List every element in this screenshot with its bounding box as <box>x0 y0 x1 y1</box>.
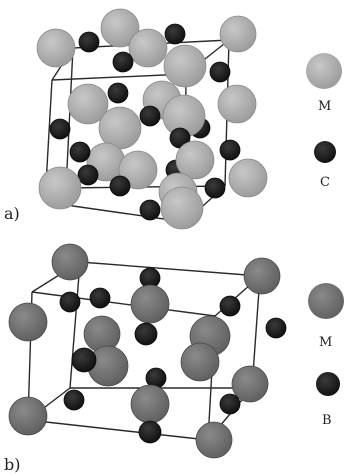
legend-big-atom-marker <box>306 53 342 89</box>
carbon-atom <box>70 142 90 162</box>
legend-big-atom-label: M <box>319 335 332 350</box>
metal-atom <box>39 167 81 209</box>
carbon-atom <box>78 165 98 185</box>
carbon-atom <box>210 62 230 82</box>
panel-b-legend: M B <box>308 283 344 428</box>
panel-a-label: a) <box>4 204 20 223</box>
unit-cell-edge <box>32 292 215 316</box>
carbon-atom <box>205 178 225 198</box>
legend-small-atom-marker <box>316 372 340 396</box>
boron-atom <box>139 421 161 443</box>
metal-atom <box>164 45 206 87</box>
metal-atom <box>220 16 256 52</box>
boron-atom <box>135 323 157 345</box>
metal-atom <box>52 244 88 280</box>
unit-cell-edge <box>66 48 73 188</box>
panel-b-structure: M B b) <box>4 244 344 474</box>
metal-atom <box>129 29 167 67</box>
metal-atom <box>218 85 256 123</box>
panel-a-rocksalt-structure: M C a) <box>4 9 342 229</box>
panel-b-atoms <box>9 244 286 458</box>
metal-atom <box>229 159 267 197</box>
metal-atom <box>9 397 47 435</box>
metal-atom <box>131 385 169 423</box>
carbon-atom <box>140 106 160 126</box>
carbon-atom <box>79 32 99 52</box>
boron-atom <box>72 348 96 372</box>
legend-small-atom-marker <box>314 141 336 163</box>
metal-atom <box>37 29 75 67</box>
metal-atom <box>9 303 47 341</box>
metal-atom <box>161 187 203 229</box>
boron-atom <box>60 292 80 312</box>
carbon-atom <box>140 200 160 220</box>
legend-big-atom-marker <box>308 283 344 319</box>
panel-b-label: b) <box>4 455 20 474</box>
unit-cell-edge <box>80 262 260 276</box>
carbon-atom <box>110 176 130 196</box>
carbon-atom <box>220 140 240 160</box>
unit-cell-edge <box>28 420 208 440</box>
panel-a-atoms <box>37 9 267 229</box>
boron-atom <box>90 288 110 308</box>
carbon-atom <box>113 52 133 72</box>
boron-atom <box>64 390 84 410</box>
metal-atom <box>181 343 219 381</box>
carbon-atom <box>50 119 70 139</box>
carbon-atom <box>165 24 185 44</box>
legend-small-atom-label: C <box>320 175 330 190</box>
boron-atom <box>266 318 286 338</box>
metal-atom <box>131 285 169 323</box>
carbon-atom <box>108 83 128 103</box>
panel-a-legend: M C <box>306 53 342 190</box>
legend-small-atom-label: B <box>322 413 332 428</box>
boron-atom <box>220 394 240 414</box>
metal-atom <box>244 258 280 294</box>
legend-big-atom-label: M <box>318 99 331 114</box>
metal-atom <box>232 366 268 402</box>
metal-atom <box>196 422 232 458</box>
boron-atom <box>220 296 240 316</box>
